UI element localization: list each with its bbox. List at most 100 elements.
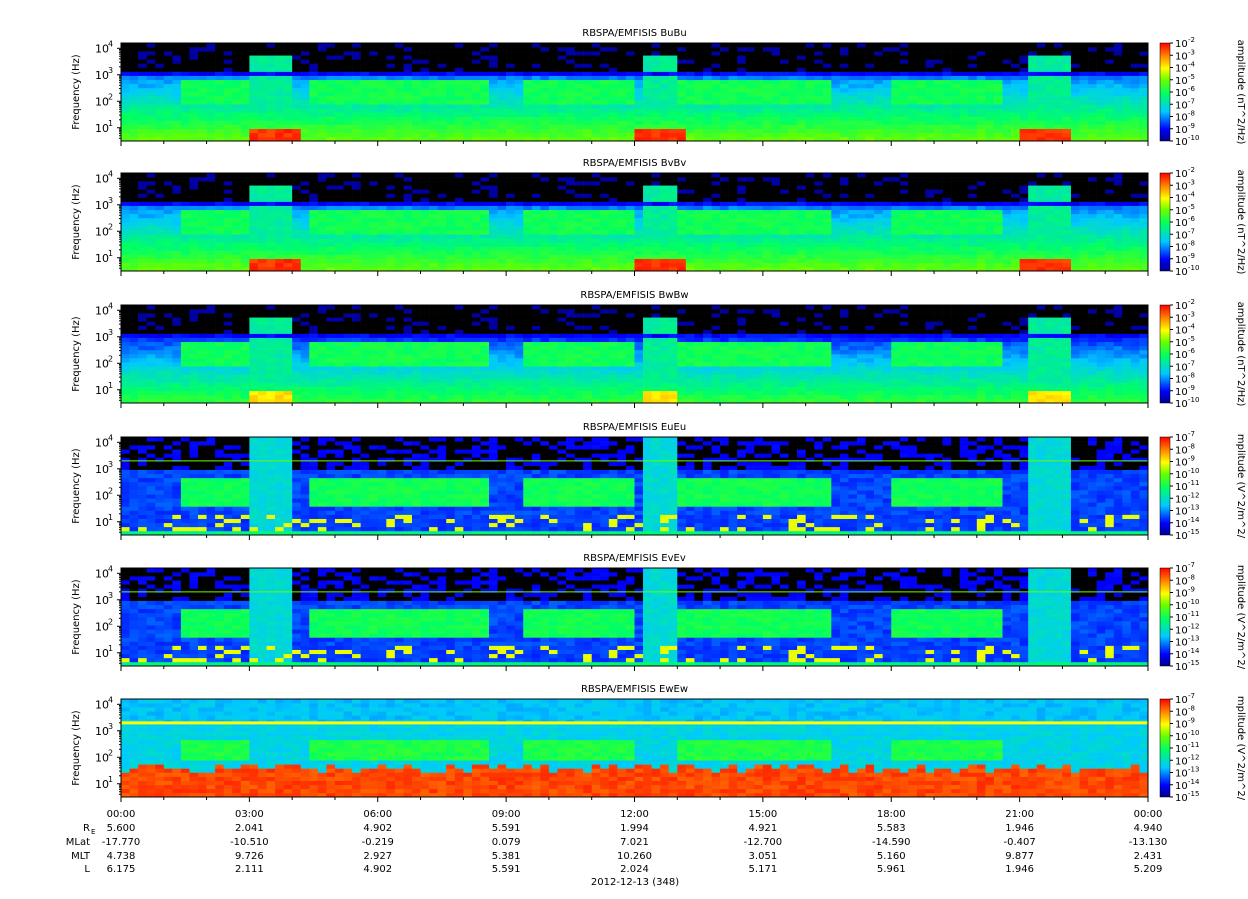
heatmap-cell (283, 51, 293, 56)
heatmap-cell (232, 96, 242, 101)
heatmap-cell (583, 87, 593, 93)
heatmap-cell (651, 108, 661, 113)
heatmap-cell (548, 79, 558, 85)
heatmap-cell (471, 185, 481, 190)
heatmap-cell (762, 128, 772, 134)
heatmap-cell (643, 246, 652, 251)
heatmap-cell (240, 254, 250, 260)
heatmap-cell (779, 222, 789, 227)
heatmap-cell (429, 205, 438, 211)
heatmap-cell (1070, 43, 1080, 48)
heatmap-cell (1122, 59, 1132, 64)
heatmap-cell (300, 108, 310, 113)
heatmap-cell (702, 213, 712, 219)
heatmap-cell (266, 108, 276, 113)
heatmap-cell (394, 222, 404, 227)
heatmap-cell (420, 213, 430, 219)
heatmap-cell (386, 43, 396, 48)
heatmap-cell (360, 47, 370, 52)
heatmap-cell (882, 75, 892, 81)
heatmap-cell (574, 47, 584, 52)
heatmap-cell (386, 222, 396, 227)
heatmap-cell (146, 262, 156, 268)
heatmap-cell (908, 92, 918, 97)
heatmap-cell (446, 189, 456, 194)
heatmap-cell (925, 63, 935, 68)
heatmap-cell (394, 51, 404, 56)
heatmap-cell (745, 197, 755, 202)
heatmap-cell (574, 83, 584, 89)
heatmap-cell (805, 47, 815, 52)
heatmap-cell (215, 55, 224, 60)
heatmap-cell (728, 92, 738, 97)
heatmap-cell (668, 108, 678, 113)
heatmap-cell (651, 92, 661, 97)
heatmap-cell (257, 92, 267, 97)
heatmap-cell (694, 230, 704, 235)
heatmap-cell (266, 242, 276, 247)
heatmap-cell (634, 132, 644, 138)
heatmap-cell (411, 92, 421, 97)
heatmap-cell (257, 55, 267, 60)
heatmap-cell (839, 43, 849, 48)
heatmap-cell (163, 242, 173, 247)
heatmap-cell (617, 189, 627, 194)
heatmap-cell (754, 222, 764, 227)
heatmap-cell (685, 222, 695, 227)
heatmap-cell (608, 197, 618, 202)
heatmap-cell (386, 201, 396, 206)
heatmap-cell (463, 75, 473, 81)
heatmap-cell (180, 185, 190, 190)
heatmap-cell (762, 51, 772, 56)
heatmap-cell (429, 104, 438, 109)
heatmap-cell (129, 222, 139, 227)
heatmap-cell (360, 120, 370, 125)
heatmap-cell (668, 112, 678, 117)
heatmap-cell (334, 213, 344, 219)
heatmap-cell (540, 59, 550, 64)
heatmap-cell (625, 222, 635, 227)
heatmap-cell (771, 222, 781, 227)
heatmap-cell (1105, 132, 1115, 138)
heatmap-cell (583, 205, 593, 211)
heatmap-cell (180, 43, 190, 48)
heatmap-cell (146, 120, 156, 125)
heatmap-cell (660, 108, 670, 113)
heatmap-cell (711, 75, 721, 81)
heatmap-cell (309, 43, 319, 48)
heatmap-cell (1070, 120, 1080, 125)
heatmap-cell (480, 108, 490, 113)
heatmap-cell (779, 258, 789, 264)
heatmap-cell (411, 230, 421, 235)
heatmap-cell (625, 189, 635, 194)
heatmap-cell (121, 205, 130, 211)
heatmap-cell (198, 108, 207, 113)
heatmap-cell (497, 104, 507, 109)
heatmap-cell (985, 112, 995, 117)
heatmap-cell (514, 238, 524, 243)
heatmap-cell (934, 112, 943, 117)
heatmap-cell (429, 262, 438, 268)
heatmap-cell (668, 92, 678, 97)
heatmap-cell (779, 124, 789, 130)
heatmap-cell (1019, 124, 1029, 130)
heatmap-cell (617, 124, 627, 130)
heatmap-cell (899, 96, 909, 101)
heatmap-cell (583, 75, 593, 81)
heatmap-cell (694, 209, 704, 215)
heatmap-cell (249, 258, 259, 264)
heatmap-cell (121, 104, 130, 109)
heatmap-cell (334, 238, 344, 243)
heatmap-cell (497, 242, 507, 247)
heatmap-cell (129, 181, 139, 186)
heatmap-cell (968, 132, 978, 138)
heatmap-cell (643, 124, 652, 130)
heatmap-cell (822, 96, 832, 101)
heatmap-cell (677, 185, 687, 190)
heatmap-cell (583, 173, 593, 178)
heatmap-cell (702, 177, 712, 182)
heatmap-cell (1028, 104, 1038, 109)
heatmap-cell (1062, 67, 1072, 72)
heatmap-cell (882, 59, 892, 64)
heatmap-cell (1139, 108, 1149, 113)
